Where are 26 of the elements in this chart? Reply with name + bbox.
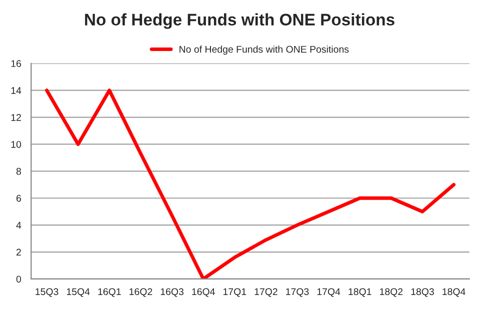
y-tick-label: 16 <box>11 60 21 68</box>
x-tick-label: 17Q4 <box>317 288 340 297</box>
x-tick-label: 17Q1 <box>223 288 246 297</box>
x-tick-label: 15Q4 <box>66 288 90 297</box>
y-tick-label: 8 <box>16 168 21 175</box>
x-tick-label: 18Q4 <box>442 288 466 297</box>
x-tick-label: 17Q3 <box>286 288 309 297</box>
chart-title: No of Hedge Funds with ONE Positions <box>85 13 394 29</box>
x-tick-label: 17Q2 <box>254 288 278 297</box>
x-tick-label: 16Q2 <box>130 288 152 297</box>
x-tick-label: 15Q3 <box>36 288 58 297</box>
x-tick-label: 18Q1 <box>348 288 372 297</box>
x-tick-label: 18Q2 <box>380 288 403 297</box>
x-tick-label: 16Q3 <box>160 288 184 297</box>
y-tick-label: 0 <box>16 276 22 283</box>
x-tick-label: 16Q1 <box>98 288 121 297</box>
y-tick-label: 4 <box>16 222 22 229</box>
x-tick-label: 16Q4 <box>192 288 215 297</box>
y-tick-label: 12 <box>11 114 21 121</box>
x-tick-label: 18Q3 <box>411 288 434 297</box>
y-tick-label: 10 <box>11 140 22 148</box>
legend-label: No of Hedge Funds with ONE Positions <box>180 46 349 55</box>
y-tick-label: 2 <box>16 248 21 256</box>
y-tick-label: 14 <box>11 87 22 94</box>
line-series <box>45 88 456 279</box>
y-tick-label: 6 <box>16 194 21 202</box>
